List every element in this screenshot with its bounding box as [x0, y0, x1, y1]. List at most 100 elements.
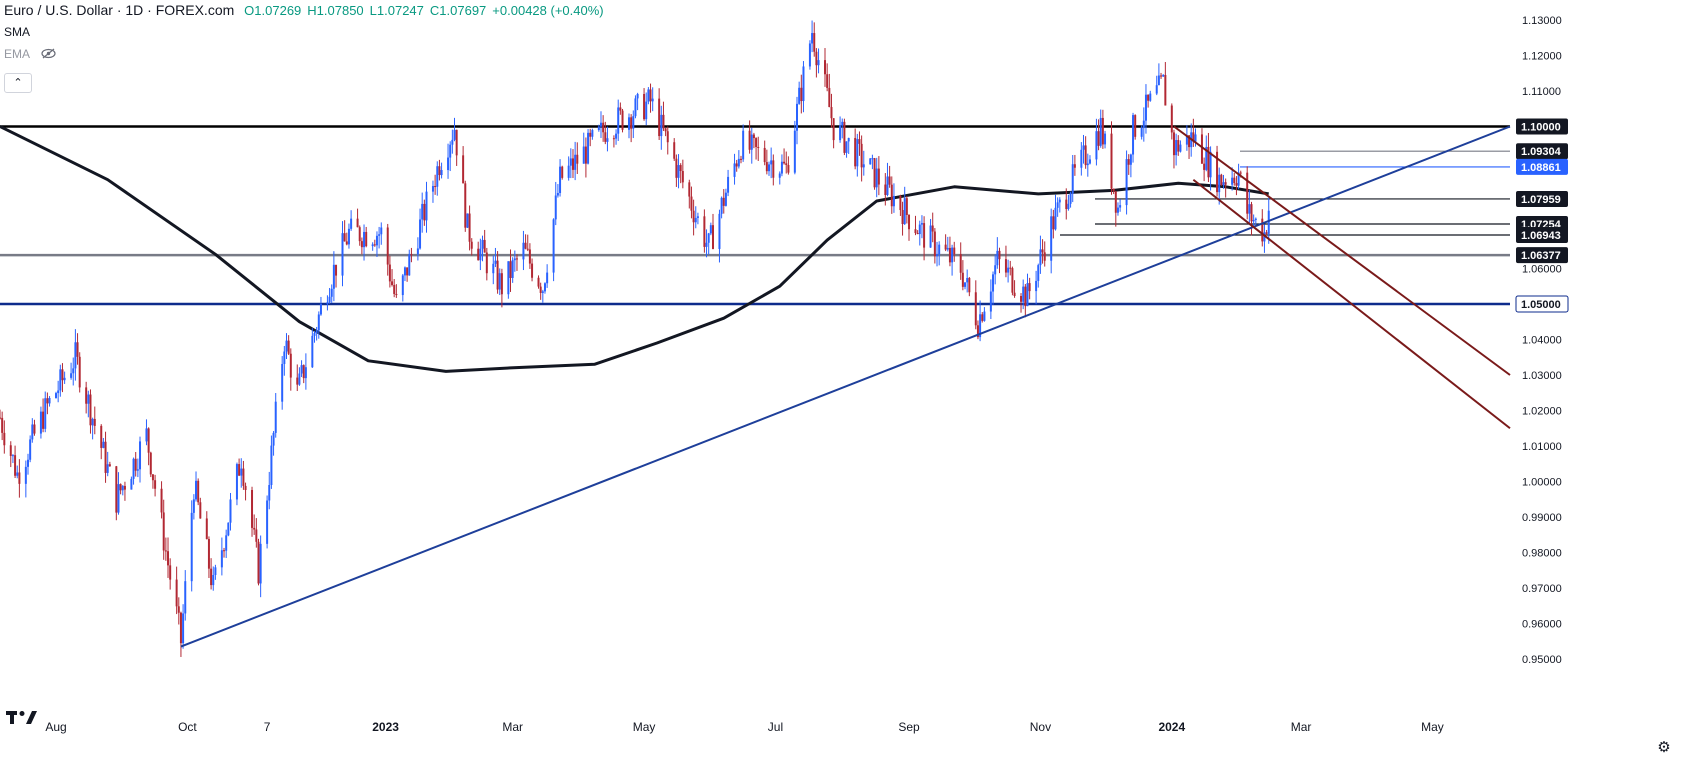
candle [343, 220, 346, 242]
candle [39, 406, 42, 439]
candle-body [561, 166, 564, 178]
candle-body [630, 117, 633, 129]
candle-body [677, 165, 680, 178]
candle [91, 417, 94, 440]
candle-body [1041, 249, 1044, 253]
candle-body [647, 89, 650, 102]
candle [1207, 132, 1210, 183]
eye-off-icon[interactable] [41, 48, 56, 62]
candle-body [511, 260, 514, 278]
candle-body [313, 333, 316, 336]
ema-indicator-label[interactable]: EMA [4, 47, 56, 62]
candle-body [923, 223, 926, 248]
candle-body [470, 241, 473, 249]
candle [462, 146, 465, 184]
candle-body [1144, 94, 1147, 121]
candle-body [778, 173, 781, 178]
candle [42, 398, 45, 433]
candle [470, 238, 473, 256]
candle-body [436, 166, 439, 187]
candle-body [285, 340, 288, 352]
candle-body [438, 166, 441, 176]
sma-indicator-label[interactable]: SMA [4, 25, 30, 39]
candle [569, 148, 572, 179]
candle [1056, 197, 1059, 217]
candle [46, 392, 49, 415]
candle [1157, 63, 1160, 86]
candle-body [615, 133, 618, 139]
candle [720, 196, 723, 219]
candle [1175, 133, 1178, 166]
candle [765, 149, 768, 175]
candle-body [1080, 149, 1083, 168]
candle-body [871, 158, 874, 160]
candle-body [688, 182, 691, 197]
candle-body [14, 455, 17, 476]
candle [57, 380, 60, 403]
chevron-up-icon[interactable]: ⌃ [4, 73, 32, 93]
candle [1263, 224, 1266, 253]
candle-body [315, 330, 318, 334]
candle [451, 129, 454, 154]
candle [123, 481, 126, 501]
candle-body [1177, 140, 1180, 152]
candle-body [899, 195, 902, 211]
candle [207, 536, 210, 579]
candle [1119, 199, 1122, 212]
candle-body [832, 118, 835, 141]
candle-body [933, 231, 936, 257]
candle-body [479, 248, 482, 261]
candle [1073, 154, 1076, 176]
time-tick-label: 2024 [1158, 720, 1185, 734]
price-tick-label: 0.99000 [1522, 512, 1562, 524]
candle-body [1114, 191, 1117, 213]
candle-body [304, 367, 307, 379]
candle-body [434, 186, 437, 188]
candle [61, 363, 64, 393]
candle [1013, 280, 1016, 298]
candle [164, 537, 167, 561]
candle-body [948, 247, 951, 263]
candle-body [808, 43, 811, 67]
candle [16, 465, 19, 479]
trendline [180, 125, 1511, 648]
candle [627, 113, 630, 139]
candle-body [597, 126, 600, 131]
candle [136, 458, 139, 478]
candle [149, 451, 152, 478]
candle-body [675, 158, 678, 178]
candle [1205, 135, 1208, 172]
candle [634, 95, 637, 119]
candle-body [1073, 164, 1076, 168]
candle [195, 471, 198, 502]
candle [1162, 74, 1165, 77]
candle [197, 478, 200, 506]
candle-body [57, 390, 60, 394]
sma-200-line [0, 125, 1269, 373]
candle [938, 241, 941, 266]
candle [936, 241, 939, 267]
candle [933, 228, 936, 264]
symbol-title[interactable]: Euro / U.S. Dollar · 1D · FOREX.com [4, 2, 235, 18]
candle-body [862, 164, 865, 168]
candle-body [826, 74, 829, 88]
candle-body [1235, 183, 1238, 186]
candle [1104, 130, 1107, 149]
candle-body [341, 233, 344, 276]
candle [787, 156, 790, 175]
candle-body [1022, 286, 1025, 302]
candle-body [31, 424, 34, 440]
candle-body [330, 288, 333, 297]
candle [811, 20, 814, 53]
candle-body [884, 184, 887, 195]
candle [994, 254, 997, 285]
candle-body [210, 568, 213, 586]
candle-body [190, 512, 193, 582]
candle-body [574, 154, 577, 170]
gear-icon[interactable]: ⚙ [1657, 739, 1671, 756]
candle [916, 230, 919, 235]
candle-body [207, 539, 210, 569]
candle [242, 460, 245, 490]
sma-label: SMA [4, 25, 31, 39]
